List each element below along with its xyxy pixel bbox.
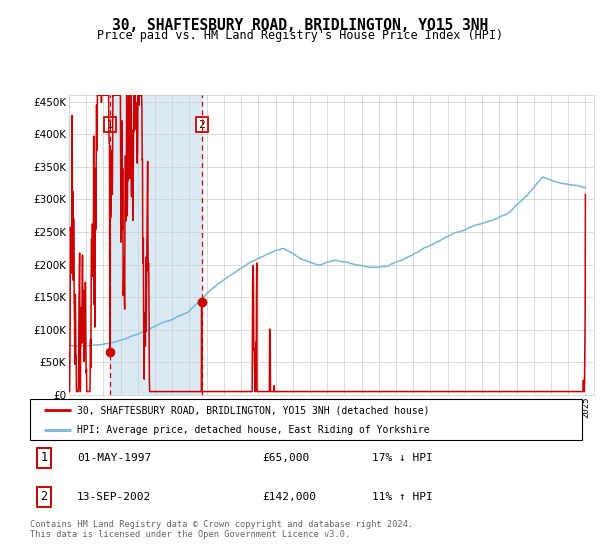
Text: 17% ↓ HPI: 17% ↓ HPI (372, 453, 433, 463)
Text: 30, SHAFTESBURY ROAD, BRIDLINGTON, YO15 3NH: 30, SHAFTESBURY ROAD, BRIDLINGTON, YO15 … (112, 18, 488, 33)
Text: Price paid vs. HM Land Registry's House Price Index (HPI): Price paid vs. HM Land Registry's House … (97, 29, 503, 42)
Text: 1: 1 (106, 119, 113, 129)
Text: HPI: Average price, detached house, East Riding of Yorkshire: HPI: Average price, detached house, East… (77, 424, 430, 435)
Text: 2: 2 (199, 119, 205, 129)
Text: £65,000: £65,000 (262, 453, 309, 463)
Bar (110, 95, 202, 395)
Text: Contains HM Land Registry data © Crown copyright and database right 2024.
This d: Contains HM Land Registry data © Crown c… (30, 520, 413, 539)
Text: 01-MAY-1997: 01-MAY-1997 (77, 453, 151, 463)
Text: 11% ↑ HPI: 11% ↑ HPI (372, 492, 433, 502)
Text: 30, SHAFTESBURY ROAD, BRIDLINGTON, YO15 3NH (detached house): 30, SHAFTESBURY ROAD, BRIDLINGTON, YO15 … (77, 405, 430, 415)
Text: £142,000: £142,000 (262, 492, 316, 502)
Text: 2: 2 (40, 491, 47, 503)
Text: 13-SEP-2002: 13-SEP-2002 (77, 492, 151, 502)
Text: 1: 1 (40, 451, 47, 464)
